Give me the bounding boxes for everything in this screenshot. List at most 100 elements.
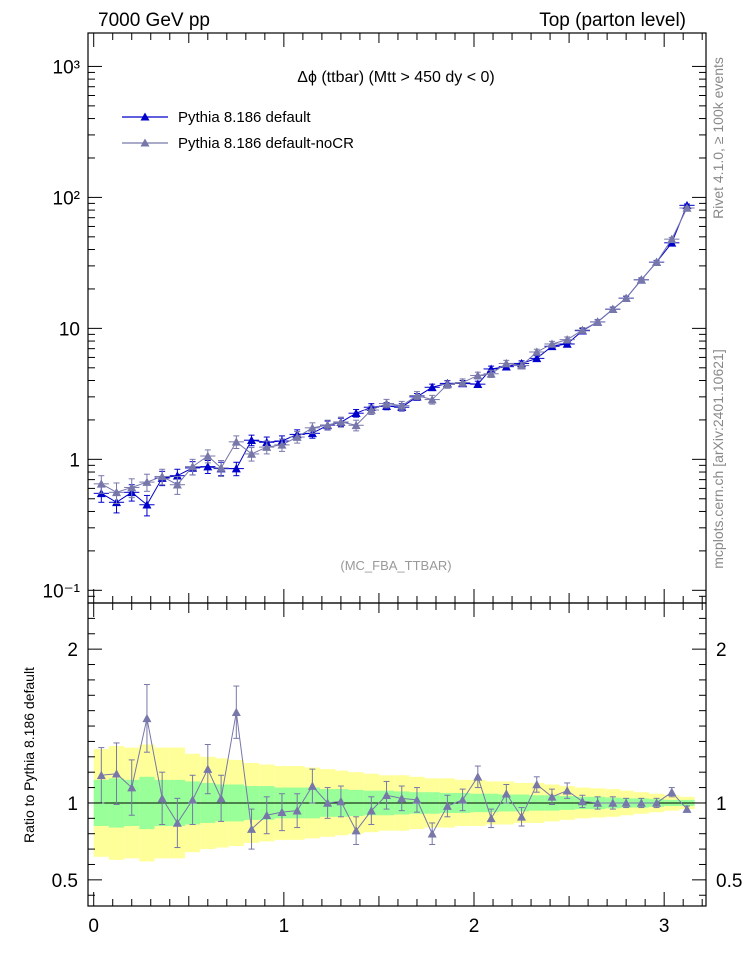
data-point [562,335,572,344]
data-point [412,391,422,400]
ratio-data-point [188,795,198,804]
legend-entry-default: Pythia 8.186 default [122,109,311,126]
data-point [577,325,587,334]
ratio-data-point [323,798,333,807]
data-point [547,339,557,348]
ratio-y-tick-label-right: 2 [716,640,727,661]
data-point [292,432,302,441]
data-point [203,451,213,460]
data-point [366,405,376,414]
ratio-y-tick-label: 1 [67,794,78,815]
data-point [427,382,437,392]
ratio-data-point [682,804,692,813]
ratio-data-point [382,790,392,800]
ratio-data-point [112,769,122,778]
data-point [532,353,542,363]
data-point [621,293,631,302]
ratio-data-point [366,806,376,815]
data-point [96,479,106,488]
ratio-data-point [517,812,527,821]
data-point [486,369,496,378]
series-default [93,200,695,517]
ratio-data-point [262,810,272,820]
data-point [188,462,198,471]
data-point [172,480,182,489]
legend-marker-default [140,112,150,121]
ratio-data-point [532,779,542,789]
data-point [351,408,361,418]
ratio-data-point [473,772,483,781]
data-point [247,435,257,445]
ratio-data-point [231,707,241,717]
ratio-data-point [593,798,603,807]
ratio-data-point [547,792,557,801]
series-line [101,207,688,493]
ratio-data-point [142,713,152,723]
data-point [667,234,677,243]
legend-entry-nocr: Pythia 8.186 default-noCR [122,135,354,152]
ratio-data-point [292,806,302,815]
data-point [636,275,646,284]
ratio-data-point [351,826,361,835]
data-point [277,440,287,449]
series-nocr [93,203,695,505]
rivet-label: Rivet 4.1.0, ≥ 100k events [710,57,726,219]
ratio-data-point [608,798,618,807]
data-point [458,378,468,387]
ratio-data-point [621,798,631,807]
ratio-y-tick-label: 2 [67,640,78,661]
y-tick-label: 10 [59,319,80,340]
x-tick-label: 3 [659,916,670,937]
ratio-plot-panel: 0.5 0.5 1 1 2 2 0 1 2 3 Ratio to Pythia 8.186 def… [21,602,742,937]
data-point [262,442,272,451]
ratio-data-point [157,793,167,803]
ratio-data-point [336,796,346,806]
legend: Pythia 8.186 default Pythia 8.186 defaul… [122,109,354,152]
plot-title: Δϕ (ttbar) (Mtt > 450 dy < 0) [297,69,495,86]
x-tick-label: 2 [469,916,480,937]
data-point [608,304,618,314]
data-point [142,477,152,486]
legend-label-nocr: Pythia 8.186 default-noCR [178,135,354,152]
data-point [473,379,483,388]
ratio-data-point [247,824,257,833]
x-tick-label: 1 [279,916,290,937]
data-point [351,420,361,430]
ratio-data-point [216,793,226,803]
ratio-y-axis-label: Ratio to Pythia 8.186 default [21,667,37,843]
data-point [323,420,333,429]
data-point [473,370,483,380]
series-line [101,205,688,506]
data-point [336,417,346,426]
ratio-data-point [652,798,662,807]
data-point [652,257,662,267]
data-point [442,379,452,389]
data-point [517,361,527,370]
data-point [216,463,226,472]
legend-label-default: Pythia 8.186 default [178,109,311,126]
ratio-plot-frame [87,602,707,907]
ratio-data-point [562,786,572,795]
ratio-data-point [667,787,677,796]
ratio-data-point [172,818,182,827]
data-point [172,471,182,480]
data-point [231,464,241,473]
x-tick-label: 0 [88,916,99,937]
ratio-series-line [101,712,688,835]
data-point [562,339,572,348]
data-point [231,437,241,446]
header-right: Top (parton level) [539,10,686,31]
ratio-data-point [486,813,496,823]
analysis-label: (MC_FBA_TTBAR) [340,558,451,573]
data-point [247,449,257,458]
ratio-data-point [307,781,317,790]
ratio-y-tick-label-right: 0.5 [716,871,742,892]
data-point [142,500,152,509]
data-point [127,482,137,492]
ratio-data-point [577,796,587,806]
data-point [427,395,437,404]
ratio-series-nocr [96,684,692,850]
ratio-data-point [203,764,213,773]
y-tick-label: 1 [69,450,80,471]
y-tick-label: 10³ [53,57,80,78]
